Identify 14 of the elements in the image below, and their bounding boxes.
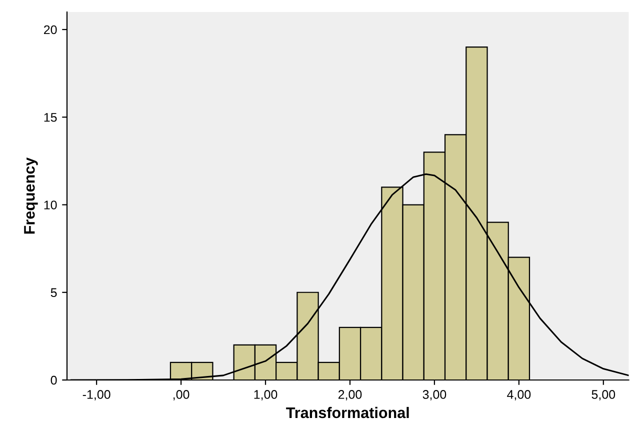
- x-tick-label: 3,00: [422, 390, 446, 400]
- y-axis-title: Frequency: [24, 157, 38, 234]
- y-tick-label: 0: [50, 376, 57, 385]
- y-tick-label: 20: [44, 25, 57, 34]
- x-tick-label: 2,00: [338, 390, 362, 400]
- x-tick-label: ,00: [173, 390, 190, 400]
- y-tick-label: 5: [50, 288, 57, 298]
- x-tick-label: -1,00: [82, 390, 110, 400]
- x-axis-title: Transformational: [286, 406, 409, 418]
- x-tick-label: 4,00: [507, 390, 531, 400]
- x-tick-label: 1,00: [254, 390, 278, 400]
- x-tick-label: 5,00: [592, 390, 616, 400]
- y-tick-label: 10: [44, 200, 57, 210]
- y-tick-label: 15: [44, 113, 57, 122]
